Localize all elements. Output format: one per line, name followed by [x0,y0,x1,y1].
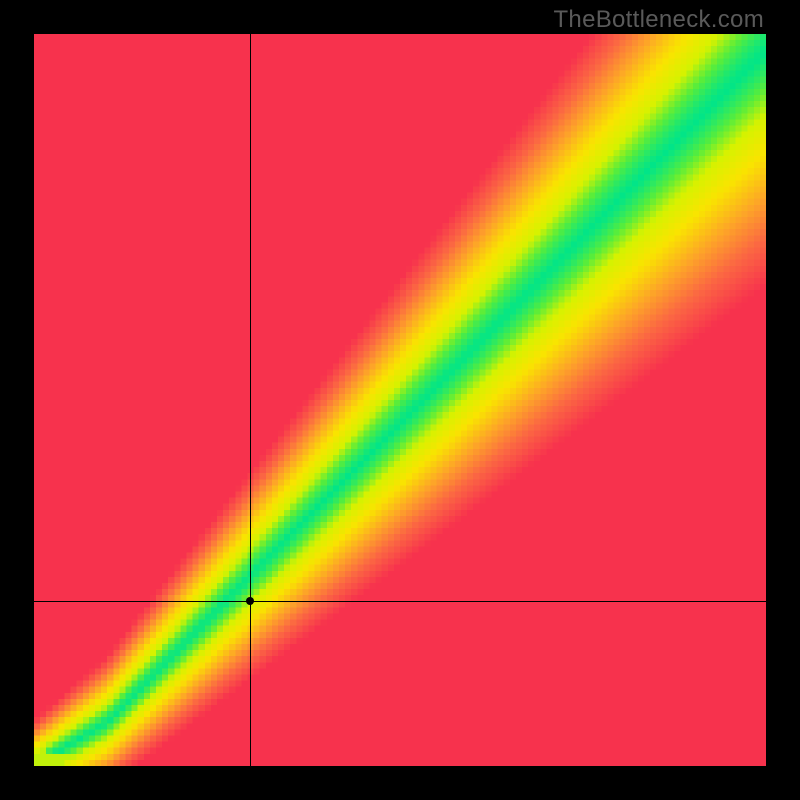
crosshair-vertical [250,34,251,766]
watermark-text: TheBottleneck.com [553,6,764,34]
crosshair-horizontal [34,601,766,602]
heatmap-canvas [34,34,766,766]
heatmap-plot [34,34,766,766]
crosshair-marker [246,597,254,605]
chart-container: TheBottleneck.com [0,0,800,800]
